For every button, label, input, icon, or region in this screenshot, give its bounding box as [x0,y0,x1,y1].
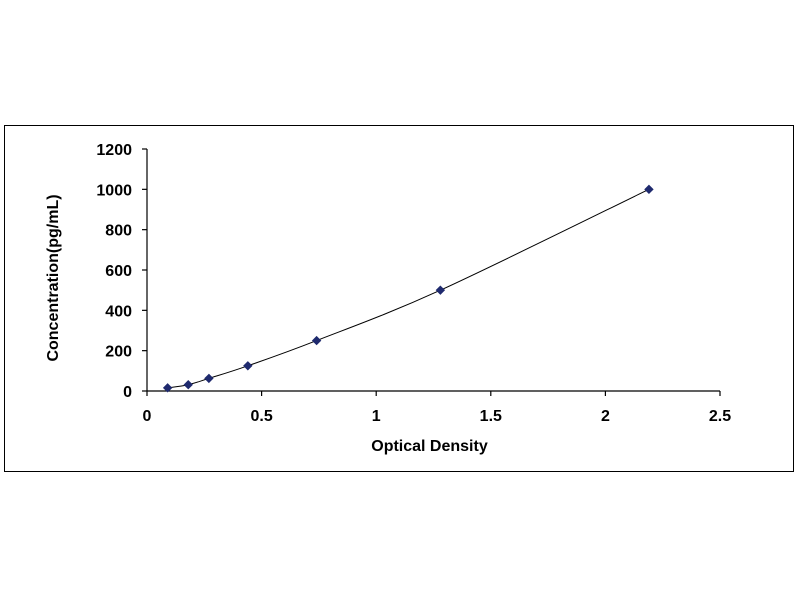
x-tick-label: 1.5 [480,408,502,425]
y-tick-label: 200 [105,344,132,361]
chart-frame [4,125,794,472]
y-tick-label: 1000 [96,182,132,199]
x-tick-label: 0 [143,408,152,425]
y-tick-label: 1200 [96,142,132,159]
x-tick-label: 2 [601,408,610,425]
x-axis-title: Optical Density [371,438,488,455]
y-tick-label: 600 [105,263,132,280]
data-point [243,361,253,371]
x-tick-label: 0.5 [250,408,272,425]
y-tick-label: 800 [105,223,132,240]
x-ticks: 0 0.5 1 1.5 2 2.5 [143,391,731,425]
y-axis-title: Concentration(pg/mL) [45,194,62,361]
y-ticks: 0 200 400 600 800 1000 1200 [96,142,147,401]
axes [146,149,720,392]
data-point [162,383,173,393]
data-point [204,373,214,384]
x-tick-label: 1 [372,408,381,425]
data-point [644,184,654,195]
y-tick-label: 0 [123,384,132,401]
x-tick-label: 2.5 [709,408,731,425]
data-point [435,285,446,295]
data-point [183,380,193,390]
data-points [162,184,654,393]
y-tick-label: 400 [105,303,132,320]
data-point [311,335,322,346]
trend-curve [167,188,650,389]
